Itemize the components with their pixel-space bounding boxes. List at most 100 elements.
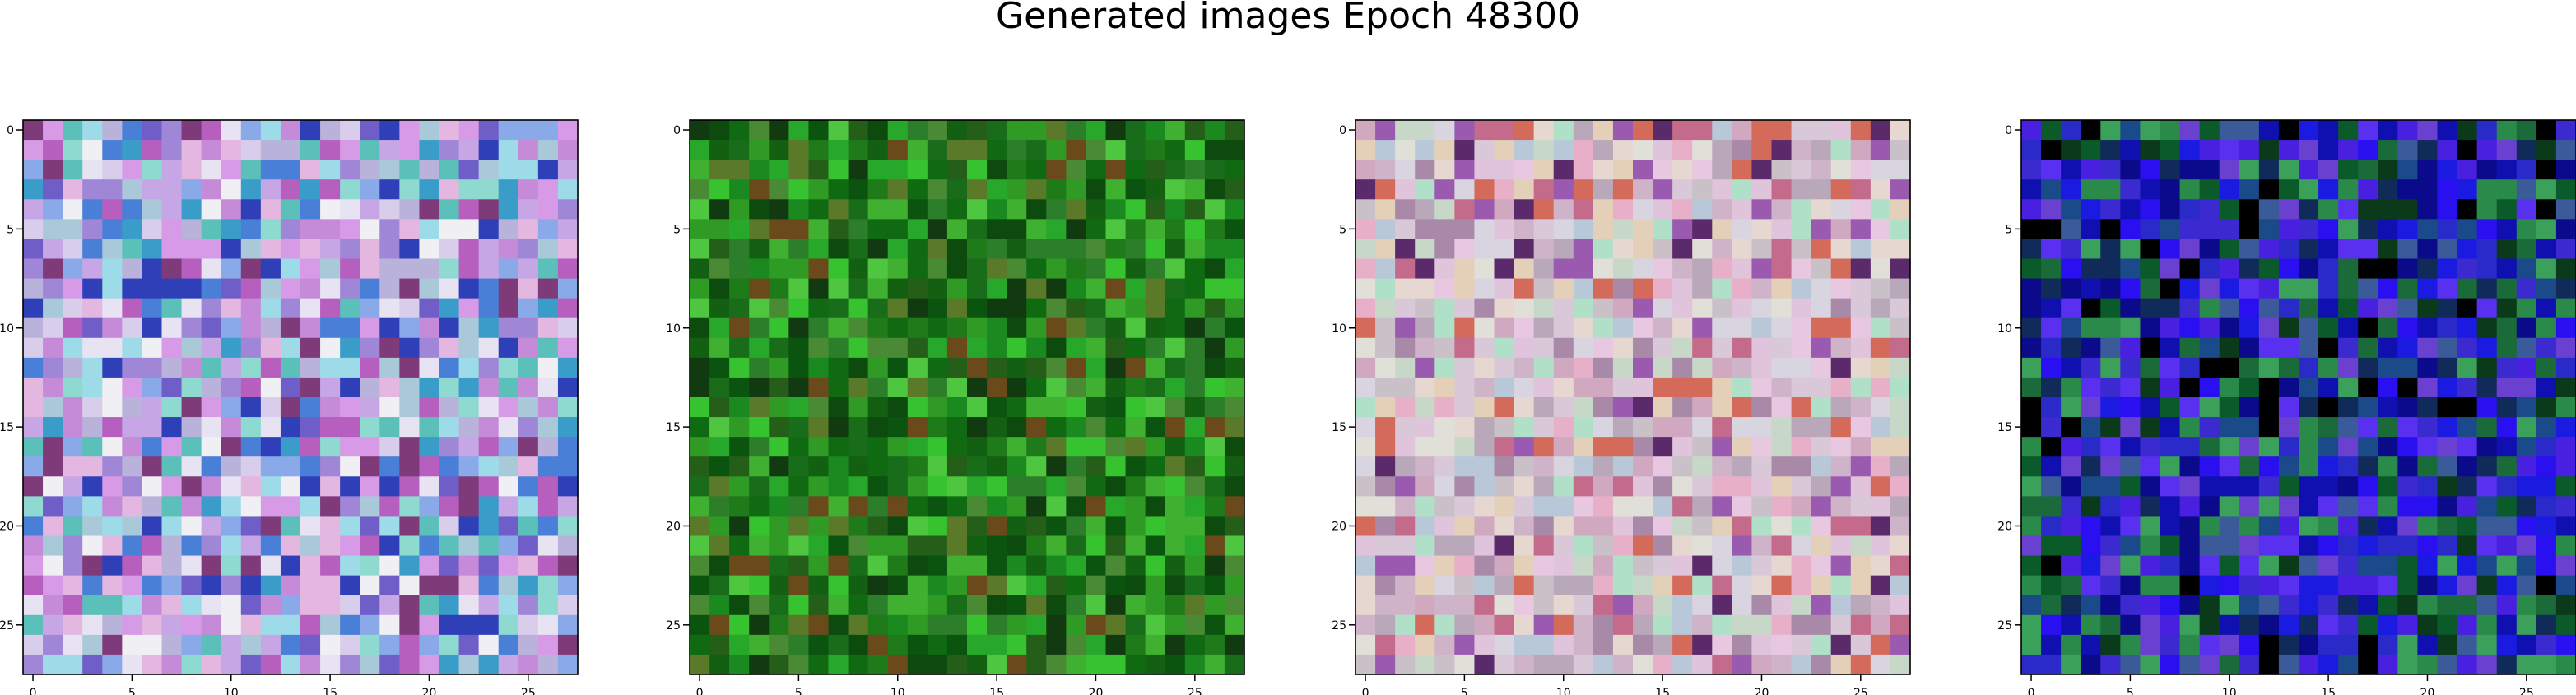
- pixel-cell: [908, 456, 928, 477]
- pixel-cell: [1890, 576, 1911, 596]
- pixel-cell: [1026, 358, 1047, 378]
- pixel-cell: [729, 199, 750, 220]
- pixel-cell: [320, 417, 341, 438]
- pixel-cell: [2120, 378, 2141, 398]
- pixel-cell: [690, 338, 710, 359]
- pixel-cell: [1613, 219, 1634, 239]
- pixel-cell: [2318, 239, 2339, 259]
- pixel-cell: [2081, 160, 2101, 180]
- pixel-cell: [2358, 655, 2378, 675]
- pixel-cell: [2180, 496, 2201, 517]
- pixel-cell: [499, 496, 519, 517]
- pixel-cell: [829, 299, 849, 319]
- pixel-cell: [281, 536, 301, 557]
- x-tick-label: 20: [1089, 687, 1104, 695]
- pixel-cell: [2160, 576, 2181, 596]
- pixel-cell: [202, 595, 222, 616]
- pixel-cell: [2279, 655, 2299, 675]
- pixel-cell: [1633, 516, 1653, 536]
- pixel-cell: [1811, 536, 1832, 557]
- pixel-cell: [182, 615, 202, 636]
- pixel-cell: [987, 338, 1007, 359]
- pixel-cell: [261, 259, 281, 280]
- pixel-cell: [300, 417, 321, 438]
- pixel-cell: [908, 239, 928, 259]
- pixel-cell: [122, 476, 142, 497]
- pixel-cell: [142, 516, 162, 536]
- pixel-cell: [419, 635, 439, 656]
- pixel-cell: [1205, 239, 1225, 259]
- pixel-cell: [2021, 417, 2042, 438]
- pixel-cell: [1146, 299, 1166, 319]
- pixel-cell: [122, 556, 142, 577]
- pixel-cell: [300, 179, 321, 200]
- pixel-cell: [1514, 299, 1535, 319]
- pixel-cell: [2338, 456, 2359, 477]
- x-tick-label: 15: [323, 687, 337, 695]
- pixel-cell: [1007, 338, 1027, 359]
- pixel-cell: [2318, 358, 2339, 378]
- pixel-cell: [1395, 536, 1416, 557]
- pixel-cell: [2239, 635, 2260, 656]
- pixel-cell: [1434, 239, 1455, 259]
- pixel-cell: [2477, 160, 2498, 180]
- pixel-cell: [459, 318, 480, 339]
- pixel-cell: [1434, 318, 1455, 339]
- pixel-cell: [1712, 279, 1732, 299]
- pixel-cell: [2318, 397, 2339, 418]
- pixel-cell: [928, 140, 948, 160]
- pixel-cell: [967, 318, 988, 339]
- pixel-cell: [399, 397, 420, 418]
- pixel-cell: [2438, 179, 2458, 200]
- pixel-cell: [1165, 476, 1186, 497]
- pixel-cell: [2021, 595, 2042, 616]
- pixel-cell: [1811, 516, 1832, 536]
- pixel-cell: [2438, 239, 2458, 259]
- pixel-cell: [399, 199, 420, 220]
- pixel-cell: [182, 299, 202, 319]
- pixel-cell: [1732, 496, 1752, 517]
- pixel-cell: [729, 615, 750, 636]
- pixel-cell: [2438, 437, 2458, 457]
- pixel-cell: [849, 516, 869, 536]
- pixel-cell: [1514, 338, 1535, 359]
- pixel-cell: [558, 338, 579, 359]
- pixel-cell: [2338, 120, 2359, 141]
- pixel-cell: [709, 417, 730, 438]
- pixel-cell: [2556, 199, 2576, 220]
- pixel-cell: [1593, 655, 1614, 675]
- pixel-cell: [2279, 160, 2299, 180]
- pixel-cell: [1574, 299, 1594, 319]
- pixel-cell: [928, 496, 948, 517]
- pixel-cell: [1534, 279, 1555, 299]
- pixel-cell: [2081, 179, 2101, 200]
- pixel-cell: [23, 179, 44, 200]
- pixel-cell: [122, 378, 142, 398]
- pixel-cell: [419, 160, 439, 180]
- pixel-cell: [2318, 179, 2339, 200]
- pixel-cell: [1751, 199, 1772, 220]
- pixel-cell: [928, 160, 948, 180]
- pixel-cell: [538, 179, 559, 200]
- pixel-cell: [709, 219, 730, 239]
- pixel-cell: [928, 595, 948, 616]
- pixel-cell: [1831, 378, 1852, 398]
- pixel-cell: [2041, 496, 2062, 517]
- pixel-cell: [2338, 299, 2359, 319]
- pixel-cell: [967, 496, 988, 517]
- pixel-cell: [1831, 437, 1852, 457]
- pixel-cell: [749, 437, 770, 457]
- pixel-cell: [1086, 338, 1106, 359]
- pixel-cell: [122, 239, 142, 259]
- pixel-cell: [241, 615, 262, 636]
- pixel-cell: [928, 536, 948, 557]
- pixel-cell: [499, 397, 519, 418]
- pixel-cell: [967, 120, 988, 141]
- pixel-cell: [2457, 318, 2478, 339]
- pixel-cell: [2279, 615, 2299, 636]
- pixel-cell: [2041, 397, 2062, 418]
- pixel-cell: [63, 338, 83, 359]
- pixel-cell: [2438, 120, 2458, 141]
- pixel-cell: [769, 358, 789, 378]
- pixel-cell: [2338, 655, 2359, 675]
